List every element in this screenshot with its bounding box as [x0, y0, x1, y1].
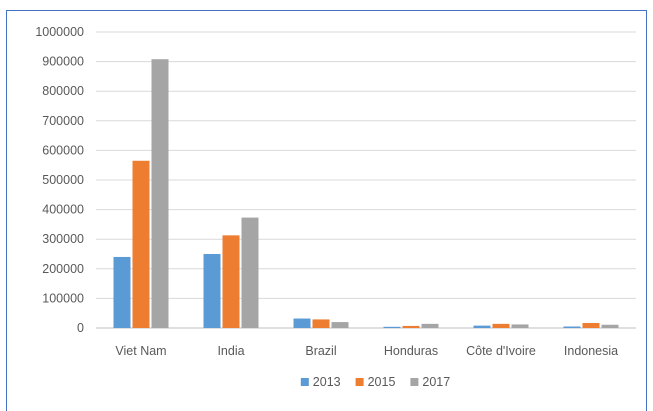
bar-2013-4	[473, 325, 491, 328]
bar-chart: 0 100000 200000 300000 400000 500000 600000 700…	[35, 25, 636, 389]
legend-swatch	[410, 378, 419, 386]
bars	[113, 59, 619, 329]
gridlines	[96, 31, 636, 329]
bar-2015-3	[402, 325, 420, 328]
y-tick-label: 1000000	[35, 25, 84, 39]
legend: 2013 2015 2017	[300, 375, 450, 389]
bar-2013-1	[203, 254, 221, 328]
bar-2017-2	[331, 322, 349, 328]
bar-2013-2	[293, 318, 311, 328]
x-tick-label: Honduras	[384, 344, 438, 358]
y-tick-label: 400000	[42, 203, 84, 217]
legend-label: 2015	[368, 375, 396, 389]
y-tick-label: 300000	[42, 232, 84, 246]
bar-2017-5	[601, 324, 619, 328]
legend-swatch	[355, 378, 364, 386]
y-axis-ticks: 0 100000 200000 300000 400000 500000 600000 700…	[35, 25, 84, 335]
y-tick-label: 800000	[42, 84, 84, 98]
y-tick-label: 500000	[42, 173, 84, 187]
x-tick-label: India	[217, 344, 244, 358]
y-tick-label: 900000	[42, 55, 84, 69]
bar-2017-3	[421, 323, 439, 328]
bar-2015-4	[492, 323, 510, 328]
bar-2013-3	[383, 326, 401, 328]
bar-2013-5	[563, 326, 581, 328]
x-tick-label: Viet Nam	[115, 344, 166, 358]
bar-2017-0	[151, 59, 169, 329]
bar-2015-2	[312, 319, 330, 328]
y-tick-label: 700000	[42, 114, 84, 128]
legend-label: 2013	[313, 375, 341, 389]
x-tick-label: Brazil	[305, 344, 336, 358]
y-tick-label: 600000	[42, 143, 84, 157]
bar-2017-1	[241, 217, 259, 328]
x-axis-ticks: Viet Nam India Brazil Honduras Côte d'Ivoire…	[115, 344, 618, 358]
y-tick-label: 200000	[42, 262, 84, 276]
legend-label: 2017	[422, 375, 450, 389]
y-tick-label: 100000	[42, 291, 84, 305]
x-tick-label: Côte d'Ivoire	[466, 344, 536, 358]
x-tick-label: Indonesia	[564, 344, 618, 358]
bar-2017-4	[511, 324, 529, 328]
cropped-header-strip	[0, 0, 653, 10]
bar-2015-0	[132, 160, 150, 328]
y-tick-label: 0	[77, 321, 84, 335]
bar-2015-5	[582, 322, 600, 328]
bar-2013-0	[113, 256, 131, 328]
chart-frame: 0 100000 200000 300000 400000 500000 600000 700…	[6, 10, 647, 411]
bar-2015-1	[222, 235, 240, 328]
legend-swatch	[300, 378, 309, 386]
